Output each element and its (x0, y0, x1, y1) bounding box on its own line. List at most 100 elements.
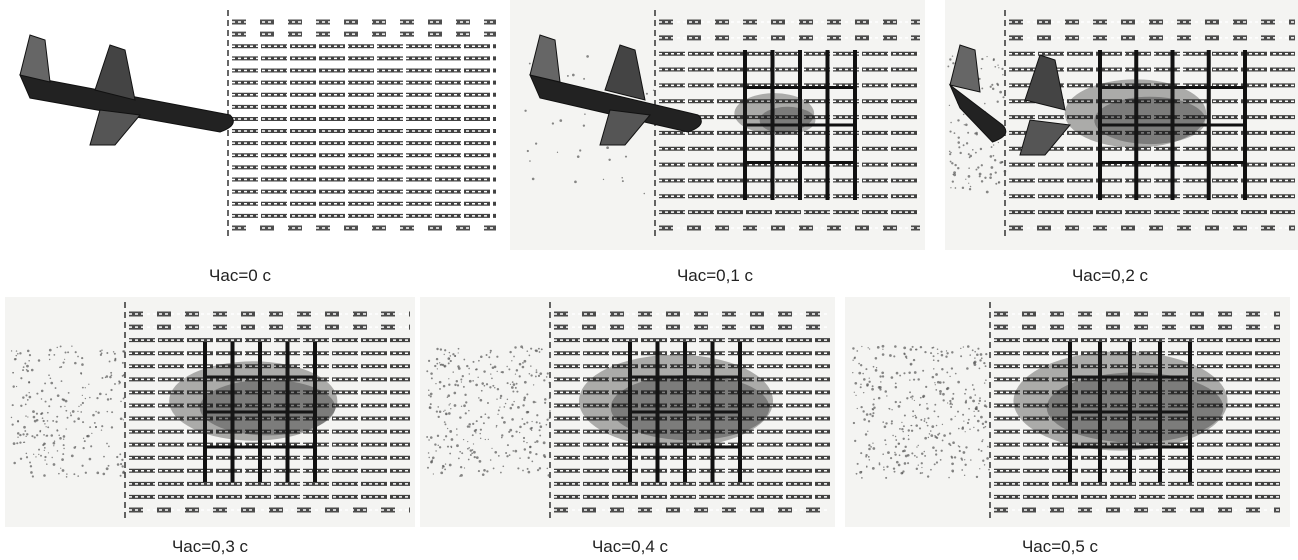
debris (914, 371, 917, 374)
debris (450, 403, 451, 404)
debris (480, 416, 482, 418)
debris (12, 424, 14, 426)
debris (889, 354, 892, 357)
debris (107, 411, 108, 412)
debris (464, 467, 465, 468)
debris (933, 347, 935, 349)
debris (434, 443, 436, 445)
debris (436, 363, 438, 365)
debris (941, 450, 943, 452)
debris (981, 87, 983, 89)
debris (497, 414, 498, 415)
debris (528, 457, 530, 459)
debris (878, 397, 881, 400)
debris (531, 461, 533, 463)
debris (435, 450, 436, 451)
debris (952, 471, 953, 472)
debris (480, 355, 483, 358)
debris (428, 394, 430, 396)
debris (937, 348, 938, 349)
debris (48, 405, 50, 407)
debris (1004, 192, 1006, 194)
debris (62, 399, 65, 402)
debris (883, 467, 884, 468)
debris (924, 451, 926, 453)
debris (438, 445, 439, 446)
debris (466, 365, 468, 367)
debris (500, 472, 502, 474)
debris (516, 369, 518, 371)
debris (939, 393, 941, 395)
debris (106, 467, 109, 470)
debris (33, 454, 34, 455)
debris (484, 385, 486, 387)
debris (461, 452, 463, 454)
debris (870, 446, 872, 448)
debris (486, 354, 488, 356)
debris (885, 422, 887, 424)
debris (523, 437, 525, 439)
debris (974, 394, 976, 396)
debris (535, 402, 536, 403)
debris (980, 416, 983, 419)
debris (911, 425, 912, 426)
debris (934, 410, 936, 412)
debris (17, 420, 19, 422)
debris (530, 374, 532, 376)
debris (46, 426, 47, 427)
debris (861, 477, 863, 479)
debris (486, 383, 488, 385)
debris (986, 457, 989, 460)
debris (994, 66, 996, 68)
debris (942, 440, 944, 442)
debris (507, 382, 509, 384)
debris (80, 372, 82, 374)
debris (477, 377, 478, 378)
debris (87, 435, 90, 438)
debris (913, 359, 915, 361)
debris (964, 459, 965, 460)
debris (980, 353, 983, 356)
debris (72, 410, 75, 413)
debris (519, 457, 521, 459)
debris (502, 371, 504, 373)
debris (930, 469, 932, 471)
debris (903, 346, 906, 349)
debris (457, 384, 459, 386)
debris (458, 348, 460, 350)
debris (123, 397, 125, 399)
debris (856, 473, 858, 475)
debris (928, 437, 929, 438)
debris (103, 456, 105, 458)
debris (895, 439, 897, 441)
debris (476, 456, 479, 459)
debris (903, 372, 905, 374)
debris (998, 181, 1000, 183)
debris (67, 351, 69, 353)
debris (430, 372, 433, 375)
debris (911, 430, 913, 432)
debris (895, 401, 897, 403)
debris (873, 447, 876, 450)
debris (508, 368, 510, 370)
debris (468, 368, 470, 370)
debris (108, 446, 110, 448)
debris (957, 411, 959, 413)
debris (481, 390, 483, 392)
debris (929, 433, 930, 434)
debris (951, 162, 953, 164)
debris (461, 406, 462, 407)
debris (526, 442, 527, 443)
debris (449, 464, 452, 467)
debris (80, 411, 82, 413)
debris (526, 350, 528, 352)
debris (496, 398, 497, 399)
debris (538, 375, 540, 377)
debris (950, 152, 951, 153)
debris (888, 408, 889, 409)
debris (439, 388, 441, 390)
debris (962, 187, 964, 189)
debris (35, 456, 36, 457)
debris (879, 375, 881, 377)
debris (955, 187, 957, 189)
